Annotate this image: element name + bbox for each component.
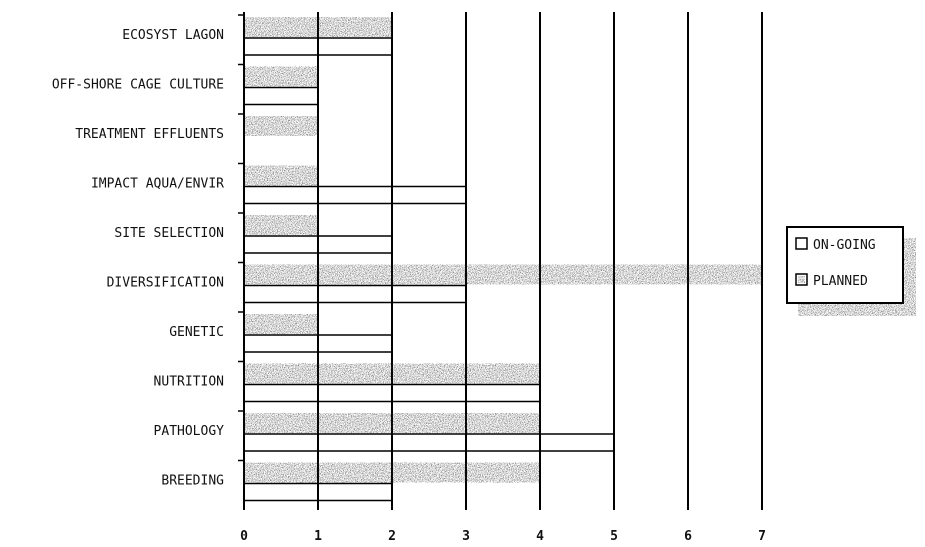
ongoing-bar (243, 433, 615, 452)
bars (243, 17, 762, 502)
x-tick-label: 4 (536, 529, 544, 544)
category-label: OFF-SHORE CAGE CULTURE (52, 78, 224, 93)
legend-planned-label: PLANNED (813, 274, 868, 289)
labels: 0 1 2 3 4 5 6 7 ECOSYST LAGON OFF-SHORE CAGE CULT… (52, 28, 766, 544)
legend-planned-swatch-fill (798, 276, 805, 283)
category-label: GENETIC (169, 325, 224, 340)
x-tick-label: 7 (758, 529, 766, 544)
ongoing-bar (243, 86, 319, 106)
planned-bar (245, 264, 762, 285)
planned-bar (245, 363, 540, 384)
category-label: PATHOLOGY (154, 424, 225, 439)
ongoing-bar (243, 185, 467, 205)
planned-bar (245, 314, 318, 334)
planned-bar (245, 17, 392, 37)
x-tick-label: 6 (684, 529, 692, 544)
legend: ON-GOING PLANNED (786, 226, 916, 316)
category-label: TREATMENT EFFLUENTS (75, 127, 224, 142)
x-tick-label: 3 (462, 529, 470, 544)
x-tick-label: 2 (388, 529, 396, 544)
planned-bar (245, 165, 318, 186)
x-tick-label: 5 (610, 529, 618, 544)
axes (238, 12, 245, 510)
planned-bar (245, 116, 318, 136)
category-label: NUTRITION (154, 375, 224, 390)
category-label: DIVERSIFICATION (107, 276, 224, 291)
category-label: SITE SELECTION (114, 226, 224, 241)
x-tick-label: 1 (314, 529, 322, 544)
legend-ongoing-label: ON-GOING (813, 238, 876, 253)
category-label: BREEDING (161, 474, 224, 489)
x-tick-label: 0 (240, 529, 248, 544)
planned-bar (245, 66, 318, 87)
ongoing-bar (243, 284, 467, 304)
grid-lines (317, 12, 763, 510)
legend-ongoing-swatch (795, 237, 808, 250)
planned-bar (245, 413, 540, 433)
category-label: IMPACT AQUA/ENVIR (91, 177, 224, 192)
planned-bar (245, 462, 540, 483)
planned-bar (245, 215, 318, 235)
category-label: ECOSYST LAGON (122, 28, 224, 43)
